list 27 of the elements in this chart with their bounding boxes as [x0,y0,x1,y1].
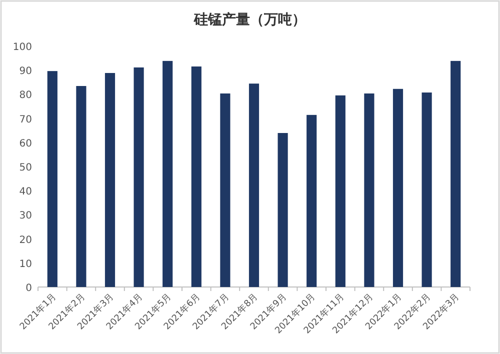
bar [47,71,58,287]
bar [306,114,317,287]
bar [248,84,260,287]
chart-title: 硅锰产量（万吨） [193,11,306,28]
bar [134,67,144,287]
bar [162,60,173,287]
bar [450,60,461,287]
y-tick-label: 80 [19,90,32,102]
bar [422,92,432,287]
y-tick-label: 40 [19,186,32,198]
y-tick-label: 10 [19,258,32,270]
y-tick-label: 30 [19,210,32,222]
y-tick-label: 50 [19,162,32,174]
bar [392,88,404,287]
y-tick-label: 100 [12,42,32,53]
y-tick-label: 90 [19,66,32,78]
bar [76,86,86,287]
bar [191,66,202,287]
y-tick-label: 0 [26,283,32,294]
y-tick-label: 70 [19,114,32,126]
bar [104,72,116,287]
bar [364,93,374,287]
y-tick-label: 20 [19,234,32,246]
bar [278,133,288,287]
bar [335,95,346,287]
bar [220,93,230,287]
y-tick-label: 60 [19,138,32,150]
